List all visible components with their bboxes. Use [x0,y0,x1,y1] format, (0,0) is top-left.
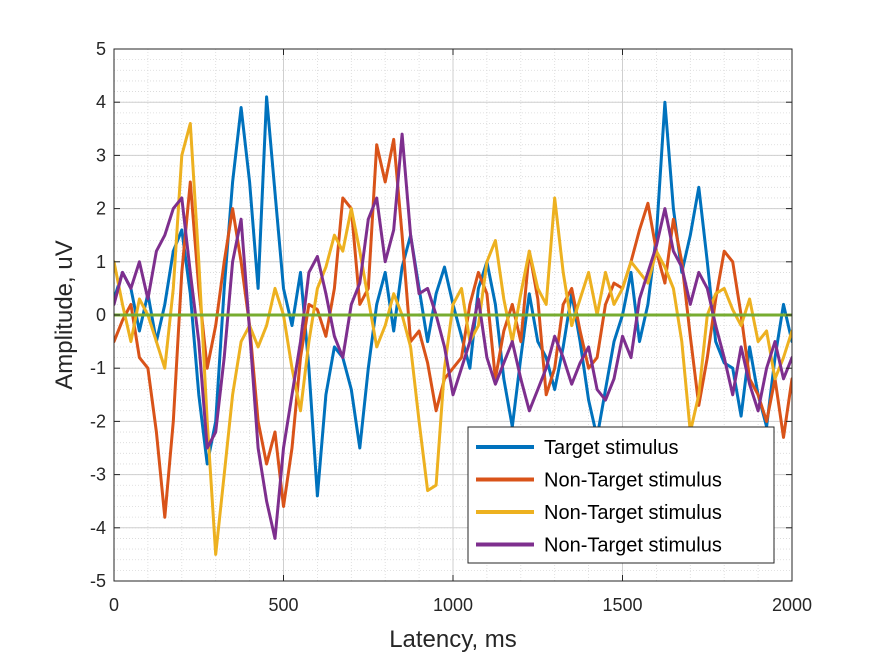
legend: Target stimulus Non-Target stimulus Non-Ta… [467,426,775,564]
x-tick-label: 2000 [772,595,812,615]
legend-label: Target stimulus [544,437,679,459]
series-line-4 [114,132,792,540]
y-tick-label: 0 [96,305,106,325]
x-tick-label: 1500 [602,595,642,615]
y-tick-label: 2 [96,199,106,219]
y-tick-label: -5 [90,571,106,591]
y-tick-label: 5 [96,39,106,59]
tick-marks [113,48,793,582]
y-tick-labels: -5 -4 -3 -2 -1 0 1 2 3 4 5 [90,39,106,591]
legend-label: Non-Target stimulus [544,502,722,524]
legend-box [467,426,775,564]
x-tick-label: 500 [268,595,298,615]
y-tick-label: -3 [90,465,106,485]
y-tick-label: 1 [96,252,106,272]
x-axis-title: Latency, ms [389,626,517,653]
series-line-2 [114,137,792,519]
y-tick-label: -1 [90,358,106,378]
y-tick-label: 3 [96,145,106,165]
x-tick-label: 0 [109,595,119,615]
series-line-3 [114,122,792,556]
legend-label: Non-Target stimulus [544,470,722,492]
y-tick-label: -2 [90,411,106,431]
y-axis-title: Amplitude, uV [51,240,78,389]
legend-label: Non-Target stimulus [544,535,722,557]
y-tick-label: -4 [90,518,106,538]
x-tick-label: 1000 [433,595,473,615]
y-tick-label: 4 [96,92,106,112]
series-layer [114,95,792,556]
x-tick-labels: 0 500 1000 1500 2000 [109,595,812,615]
